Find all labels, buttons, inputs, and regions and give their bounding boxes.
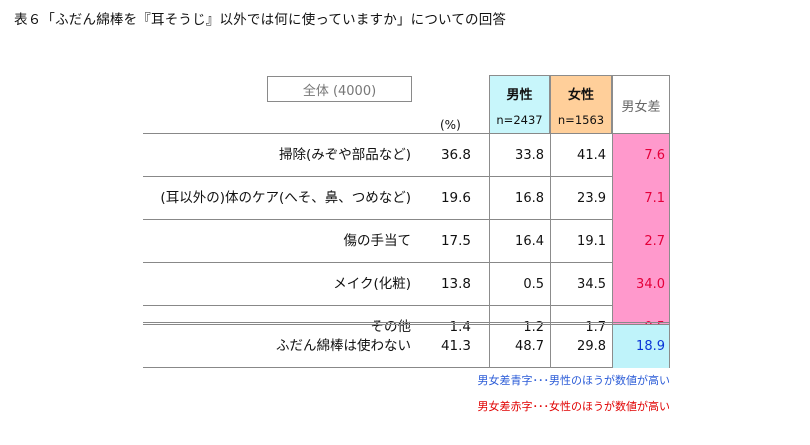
female-sample-size: n=1563 [557,113,605,127]
female-header-label: 女性 [567,88,594,103]
row-total: 17.5 [440,233,471,249]
row-total: 1.4 [449,319,471,335]
table-row: ふだん綿棒は使わない 41.3 48.7 29.8 18.9 [143,325,670,368]
row-category: (耳以外の)体のケア(へそ、鼻、つめなど) [160,190,411,206]
difference-column-header: 男女差 [612,75,670,134]
row-category: メイク(化粧) [333,276,411,292]
legend-note-red: 男女差赤字･･･女性のほうが数値が高い [477,400,671,413]
row-total: 13.8 [440,276,471,292]
row-difference-value: 7.6 [612,134,670,177]
row-male-value: 16.4 [489,220,550,263]
male-sample-size: n=2437 [496,113,543,127]
table-row: メイク(化粧) 13.8 0.5 34.5 34.0 [143,263,670,306]
page-title: 表６「ふだん綿棒を『耳そうじ』以外では何に使っていますか」についての回答 [14,12,507,28]
male-header-label: 男性 [506,88,533,103]
row-female-value: 34.5 [550,263,612,306]
row-category: 掃除(みぞや部品など) [278,147,411,163]
row-female-value: 23.9 [550,177,612,220]
row-male-value: 48.7 [489,325,550,368]
female-column-header: 女性 n=1563 [550,75,612,134]
overall-sample-box: 全体 (4000) [267,76,412,102]
row-female-value: 19.1 [550,220,612,263]
row-total: 36.8 [440,147,471,163]
row-male-value: 0.5 [489,263,550,306]
row-difference-value: 7.1 [612,177,670,220]
double-divider [143,322,670,325]
male-column-header: 男性 n=2437 [489,75,550,134]
row-category: ふだん綿棒は使わない [276,338,411,354]
table-top-border [143,133,670,134]
row-total: 19.6 [440,190,471,206]
row-category: その他 [370,319,412,335]
row-difference-value: 18.9 [612,325,670,368]
row-category: 傷の手当て [343,233,412,249]
table-row: 傷の手当て 17.5 16.4 19.1 2.7 [143,220,670,263]
row-total: 41.3 [440,338,471,354]
row-difference-value: 2.7 [612,220,670,263]
row-male-value: 16.8 [489,177,550,220]
row-difference-value: 34.0 [612,263,670,306]
legend-note-blue: 男女差青字･･･男性のほうが数値が高い [477,374,671,387]
table-row: (耳以外の)体のケア(へそ、鼻、つめなど) 19.6 16.8 23.9 7.1 [143,177,670,220]
row-female-value: 29.8 [550,325,612,368]
row-female-value: 41.4 [550,134,612,177]
row-male-value: 33.8 [489,134,550,177]
difference-header-label: 男女差 [621,100,661,115]
table-row: 掃除(みぞや部品など) 36.8 33.8 41.4 7.6 [143,134,670,177]
percent-unit-label: (%) [440,118,461,132]
